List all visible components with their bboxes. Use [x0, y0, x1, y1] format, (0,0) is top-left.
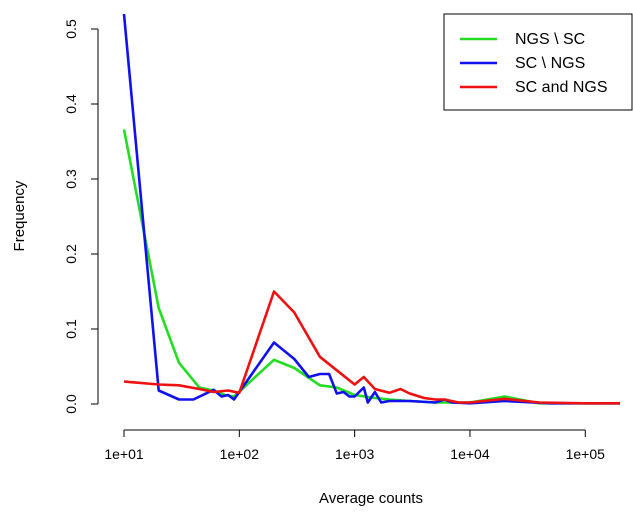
legend-label-2: SC \ NGS [515, 55, 585, 72]
x-axis-label: Average counts [319, 490, 423, 507]
y-tick-label: 0.1 [63, 319, 79, 339]
y-tick-label: 0.3 [63, 169, 79, 189]
y-ticks: 0.0 0.1 0.2 0.3 0.4 0.5 [63, 19, 98, 414]
series-line-3 [123, 290, 620, 405]
x-tick-label: 1e+05 [566, 446, 606, 462]
y-tick-label: 0.2 [63, 244, 79, 264]
legend-items: NGS \ SC SC \ NGS SC and NGS [460, 31, 607, 96]
y-tick-label: 0.0 [63, 394, 79, 414]
series-line-2 [122, 14, 620, 405]
legend-label-3: SC and NGS [515, 79, 607, 96]
series-line-1 [122, 129, 620, 405]
x-tick-label: 1e+01 [104, 446, 144, 462]
y-tick-label: 0.4 [63, 94, 79, 114]
series-layer [122, 14, 620, 405]
y-tick-label: 0.5 [63, 19, 79, 39]
x-tick-label: 1e+02 [220, 446, 260, 462]
x-ticks: 1e+01 1e+02 1e+03 1e+04 1e+05 [104, 430, 605, 462]
plot-area: 0.00.10.20.30.40.5 1e+01 1e+02 1e+03 1e+04 1… [63, 14, 620, 462]
y-axis-label: Frequency [11, 180, 28, 251]
x-tick-label: 1e+03 [335, 446, 375, 462]
x-tick-label: 1e+04 [450, 446, 490, 462]
legend-label-1: NGS \ SC [515, 31, 585, 48]
legend: NGS \ SC SC \ NGS SC and NGS [443, 13, 633, 111]
